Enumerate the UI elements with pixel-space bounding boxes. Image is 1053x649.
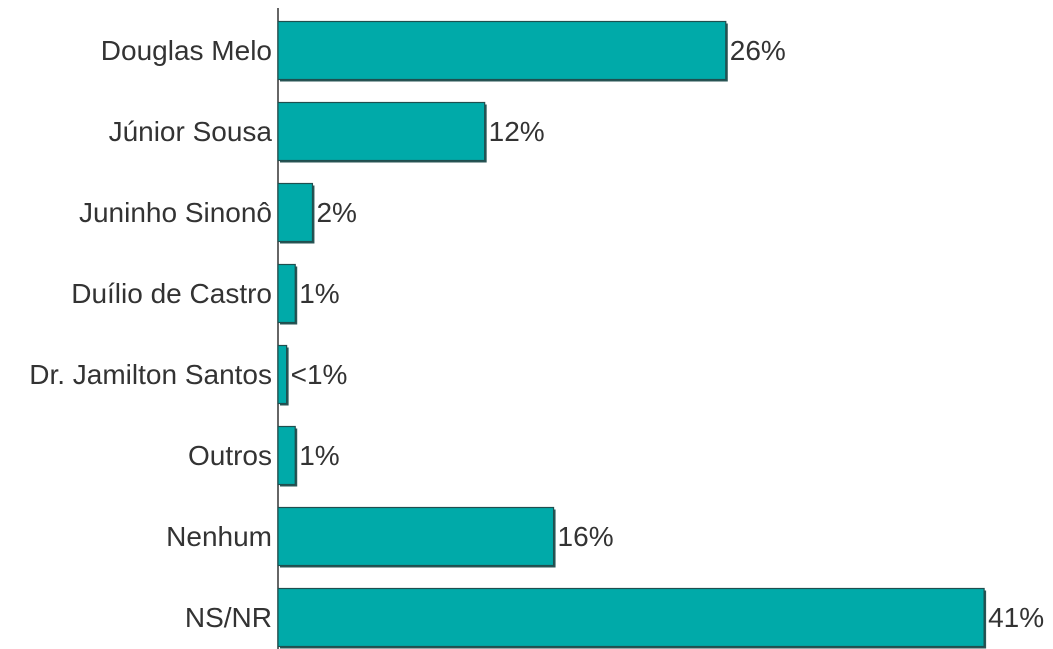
value-label: 1% [299,278,339,309]
bar [277,263,296,324]
y-tick-label: Outros [188,440,272,471]
y-tick-label: Juninho Sinonô [79,197,272,228]
value-label: 16% [558,521,614,552]
bar [277,344,288,405]
bar [277,101,486,162]
bar [277,20,727,81]
value-label: 26% [730,35,786,66]
bar [277,506,555,567]
bar [277,425,296,486]
y-tick-label: Nenhum [166,521,272,552]
value-label: 1% [299,440,339,471]
value-label: 41% [988,602,1044,633]
bar [277,587,985,648]
y-tick-label: Dr. Jamilton Santos [29,359,272,390]
value-label: <1% [291,359,348,390]
value-label: 12% [489,116,545,147]
value-label: 2% [316,197,356,228]
y-tick-label: Douglas Melo [101,35,272,66]
y-tick-label: Júnior Sousa [109,116,273,147]
y-tick-label: NS/NR [185,602,272,633]
bar [277,182,314,243]
y-tick-label: Duílio de Castro [71,278,272,309]
